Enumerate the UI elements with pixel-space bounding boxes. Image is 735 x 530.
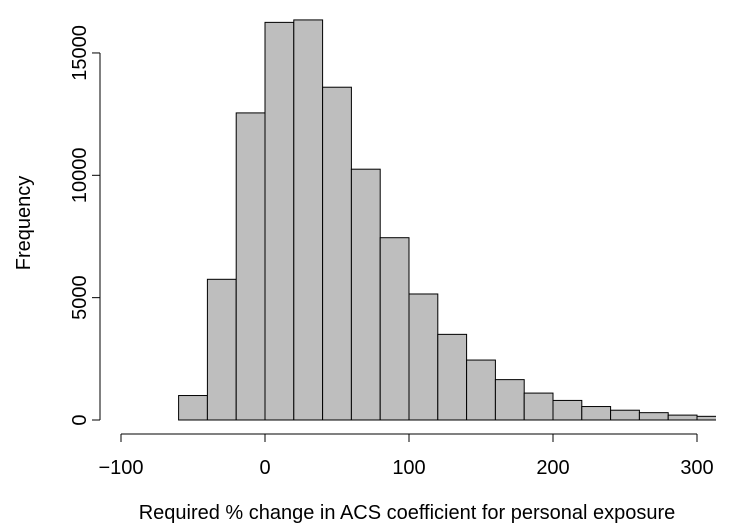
x-tick-label: −100 (98, 457, 143, 479)
bar (379, 237, 410, 421)
y-tick-label: 0 (69, 414, 91, 425)
y-tick-label: 10000 (69, 147, 91, 203)
bar (206, 278, 237, 421)
bar (523, 392, 554, 421)
x-tick-label: 100 (392, 457, 425, 479)
bar (638, 412, 669, 421)
bar (610, 409, 640, 421)
bar (264, 21, 295, 421)
y-tick-label: 5000 (69, 275, 91, 320)
x-axis-title: Required % change in ACS coefficient for… (139, 502, 676, 524)
bar (235, 112, 266, 421)
bar (581, 406, 612, 421)
bar (408, 293, 439, 421)
bar (350, 168, 381, 421)
y-axis-title: Frequency (13, 176, 35, 271)
bar (178, 395, 208, 421)
bar (322, 86, 352, 421)
bar (437, 333, 468, 421)
bar (293, 19, 324, 421)
bar (667, 414, 698, 421)
x-tick-label: 300 (680, 457, 713, 479)
bar (494, 379, 525, 421)
x-tick-label: 0 (259, 457, 270, 479)
bar (466, 359, 496, 421)
y-tick-label: 15000 (69, 25, 91, 81)
bars (178, 19, 716, 421)
bar (552, 399, 583, 421)
bar (696, 415, 716, 421)
x-tick-label: 200 (536, 457, 569, 479)
